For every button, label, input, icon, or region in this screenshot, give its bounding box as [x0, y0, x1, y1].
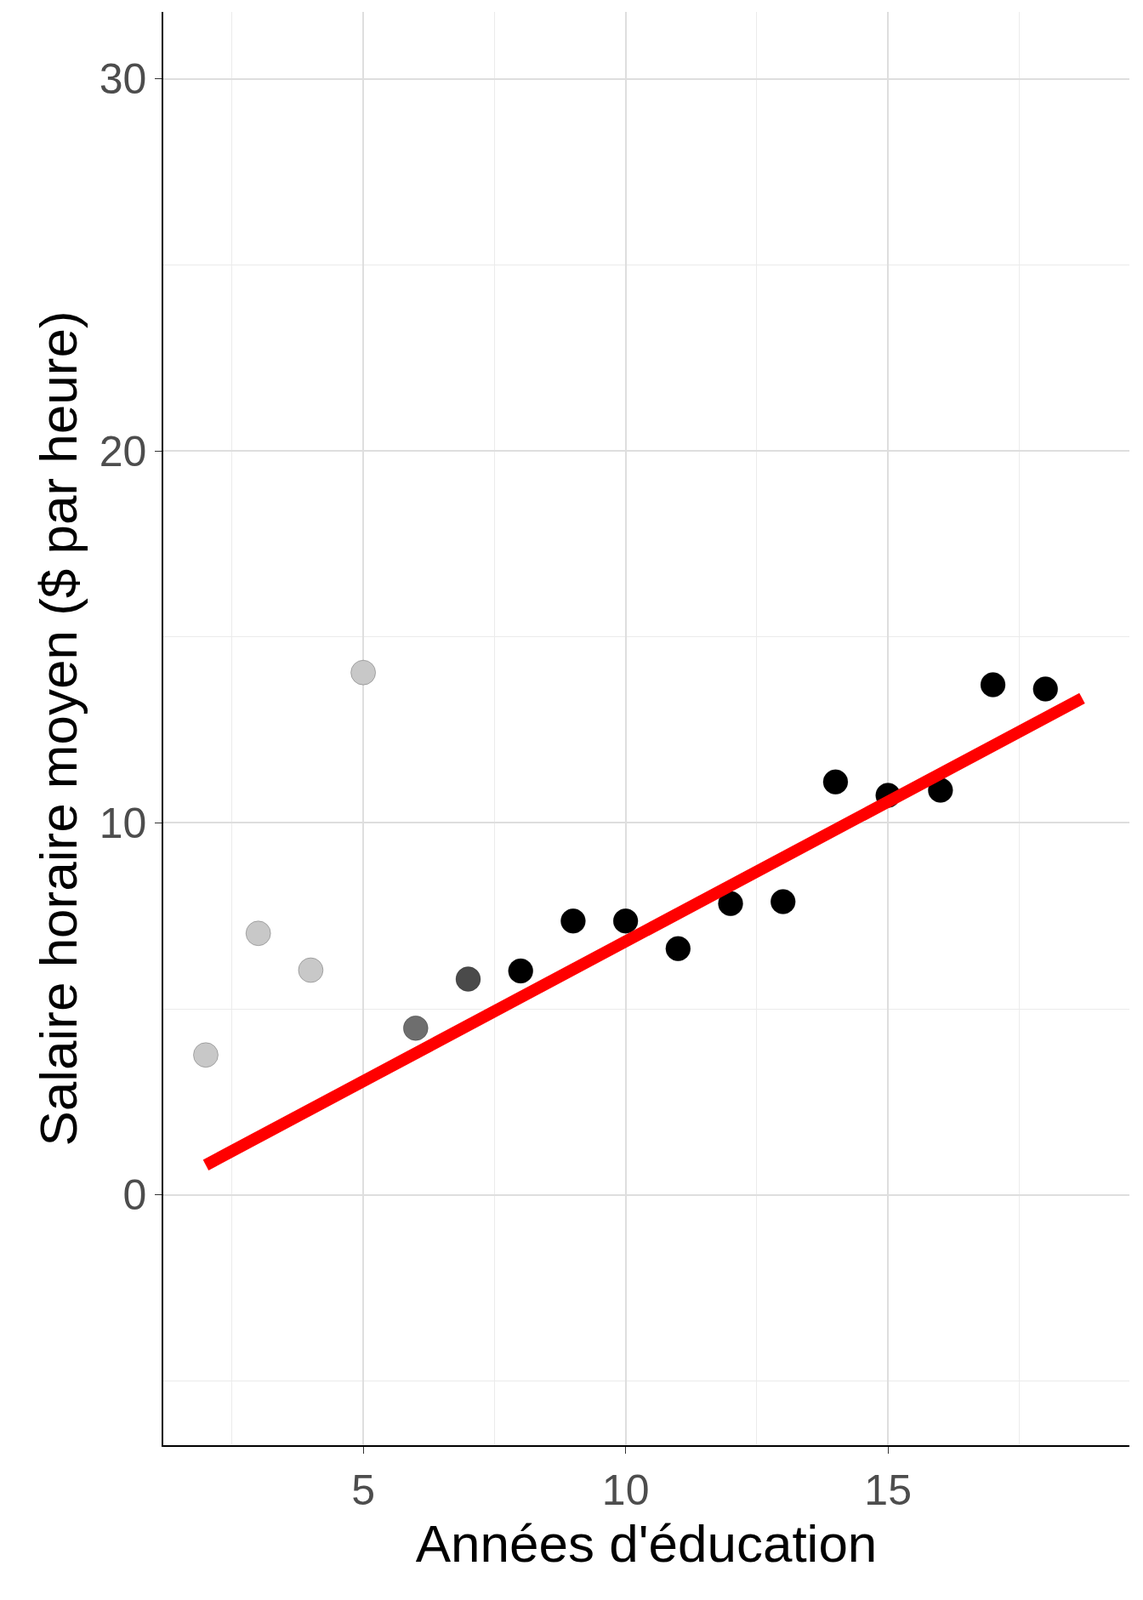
svg-text:10: 10	[602, 1466, 650, 1514]
svg-text:30: 30	[99, 55, 148, 103]
svg-text:10: 10	[99, 799, 148, 848]
svg-text:0: 0	[122, 1171, 147, 1219]
svg-text:5: 5	[351, 1466, 376, 1514]
svg-text:20: 20	[99, 427, 148, 476]
svg-text:15: 15	[864, 1466, 912, 1514]
svg-text:Salaire horaire moyen ($ par h: Salaire horaire moyen ($ par heure)	[28, 310, 88, 1146]
svg-text:Années d'éducation: Années d'éducation	[415, 1513, 878, 1573]
